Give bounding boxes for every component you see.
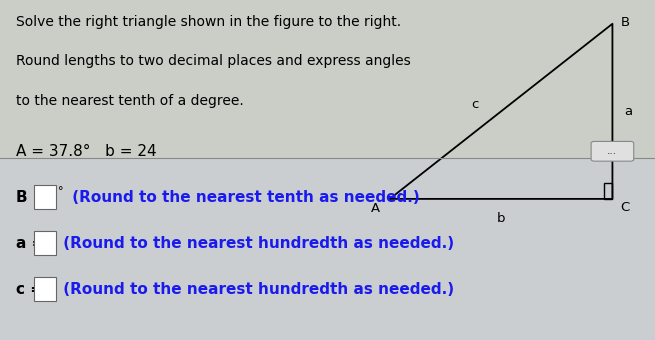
Text: c =: c = [16,282,48,296]
Text: a: a [624,105,632,118]
Text: b: b [497,212,505,225]
Text: Solve the right triangle shown in the figure to the right.: Solve the right triangle shown in the fi… [16,15,402,29]
Bar [0,0,655,158]
Text: B: B [620,16,629,29]
Text: a =: a = [16,236,50,251]
Text: A = 37.8°   b = 24: A = 37.8° b = 24 [16,144,157,159]
Text: C: C [620,201,629,214]
Text: ...: ... [607,146,618,156]
Bar [604,183,612,199]
Text: (Round to the nearest hundredth as needed.): (Round to the nearest hundredth as neede… [58,236,455,251]
Bar [34,277,56,301]
Text: Round lengths to two decimal places and express angles: Round lengths to two decimal places and … [16,54,411,68]
Bar [34,231,56,255]
Bar [0,158,655,340]
Text: °: ° [58,186,64,196]
Text: (Round to the nearest hundredth as needed.): (Round to the nearest hundredth as neede… [58,282,455,296]
Bar [34,185,56,209]
Text: to the nearest tenth of a degree.: to the nearest tenth of a degree. [16,94,244,107]
FancyBboxPatch shape [591,141,633,161]
Text: A: A [371,202,380,215]
Text: B =: B = [16,190,51,205]
Text: (Round to the nearest tenth as needed.): (Round to the nearest tenth as needed.) [67,190,420,205]
Text: c: c [471,98,479,111]
